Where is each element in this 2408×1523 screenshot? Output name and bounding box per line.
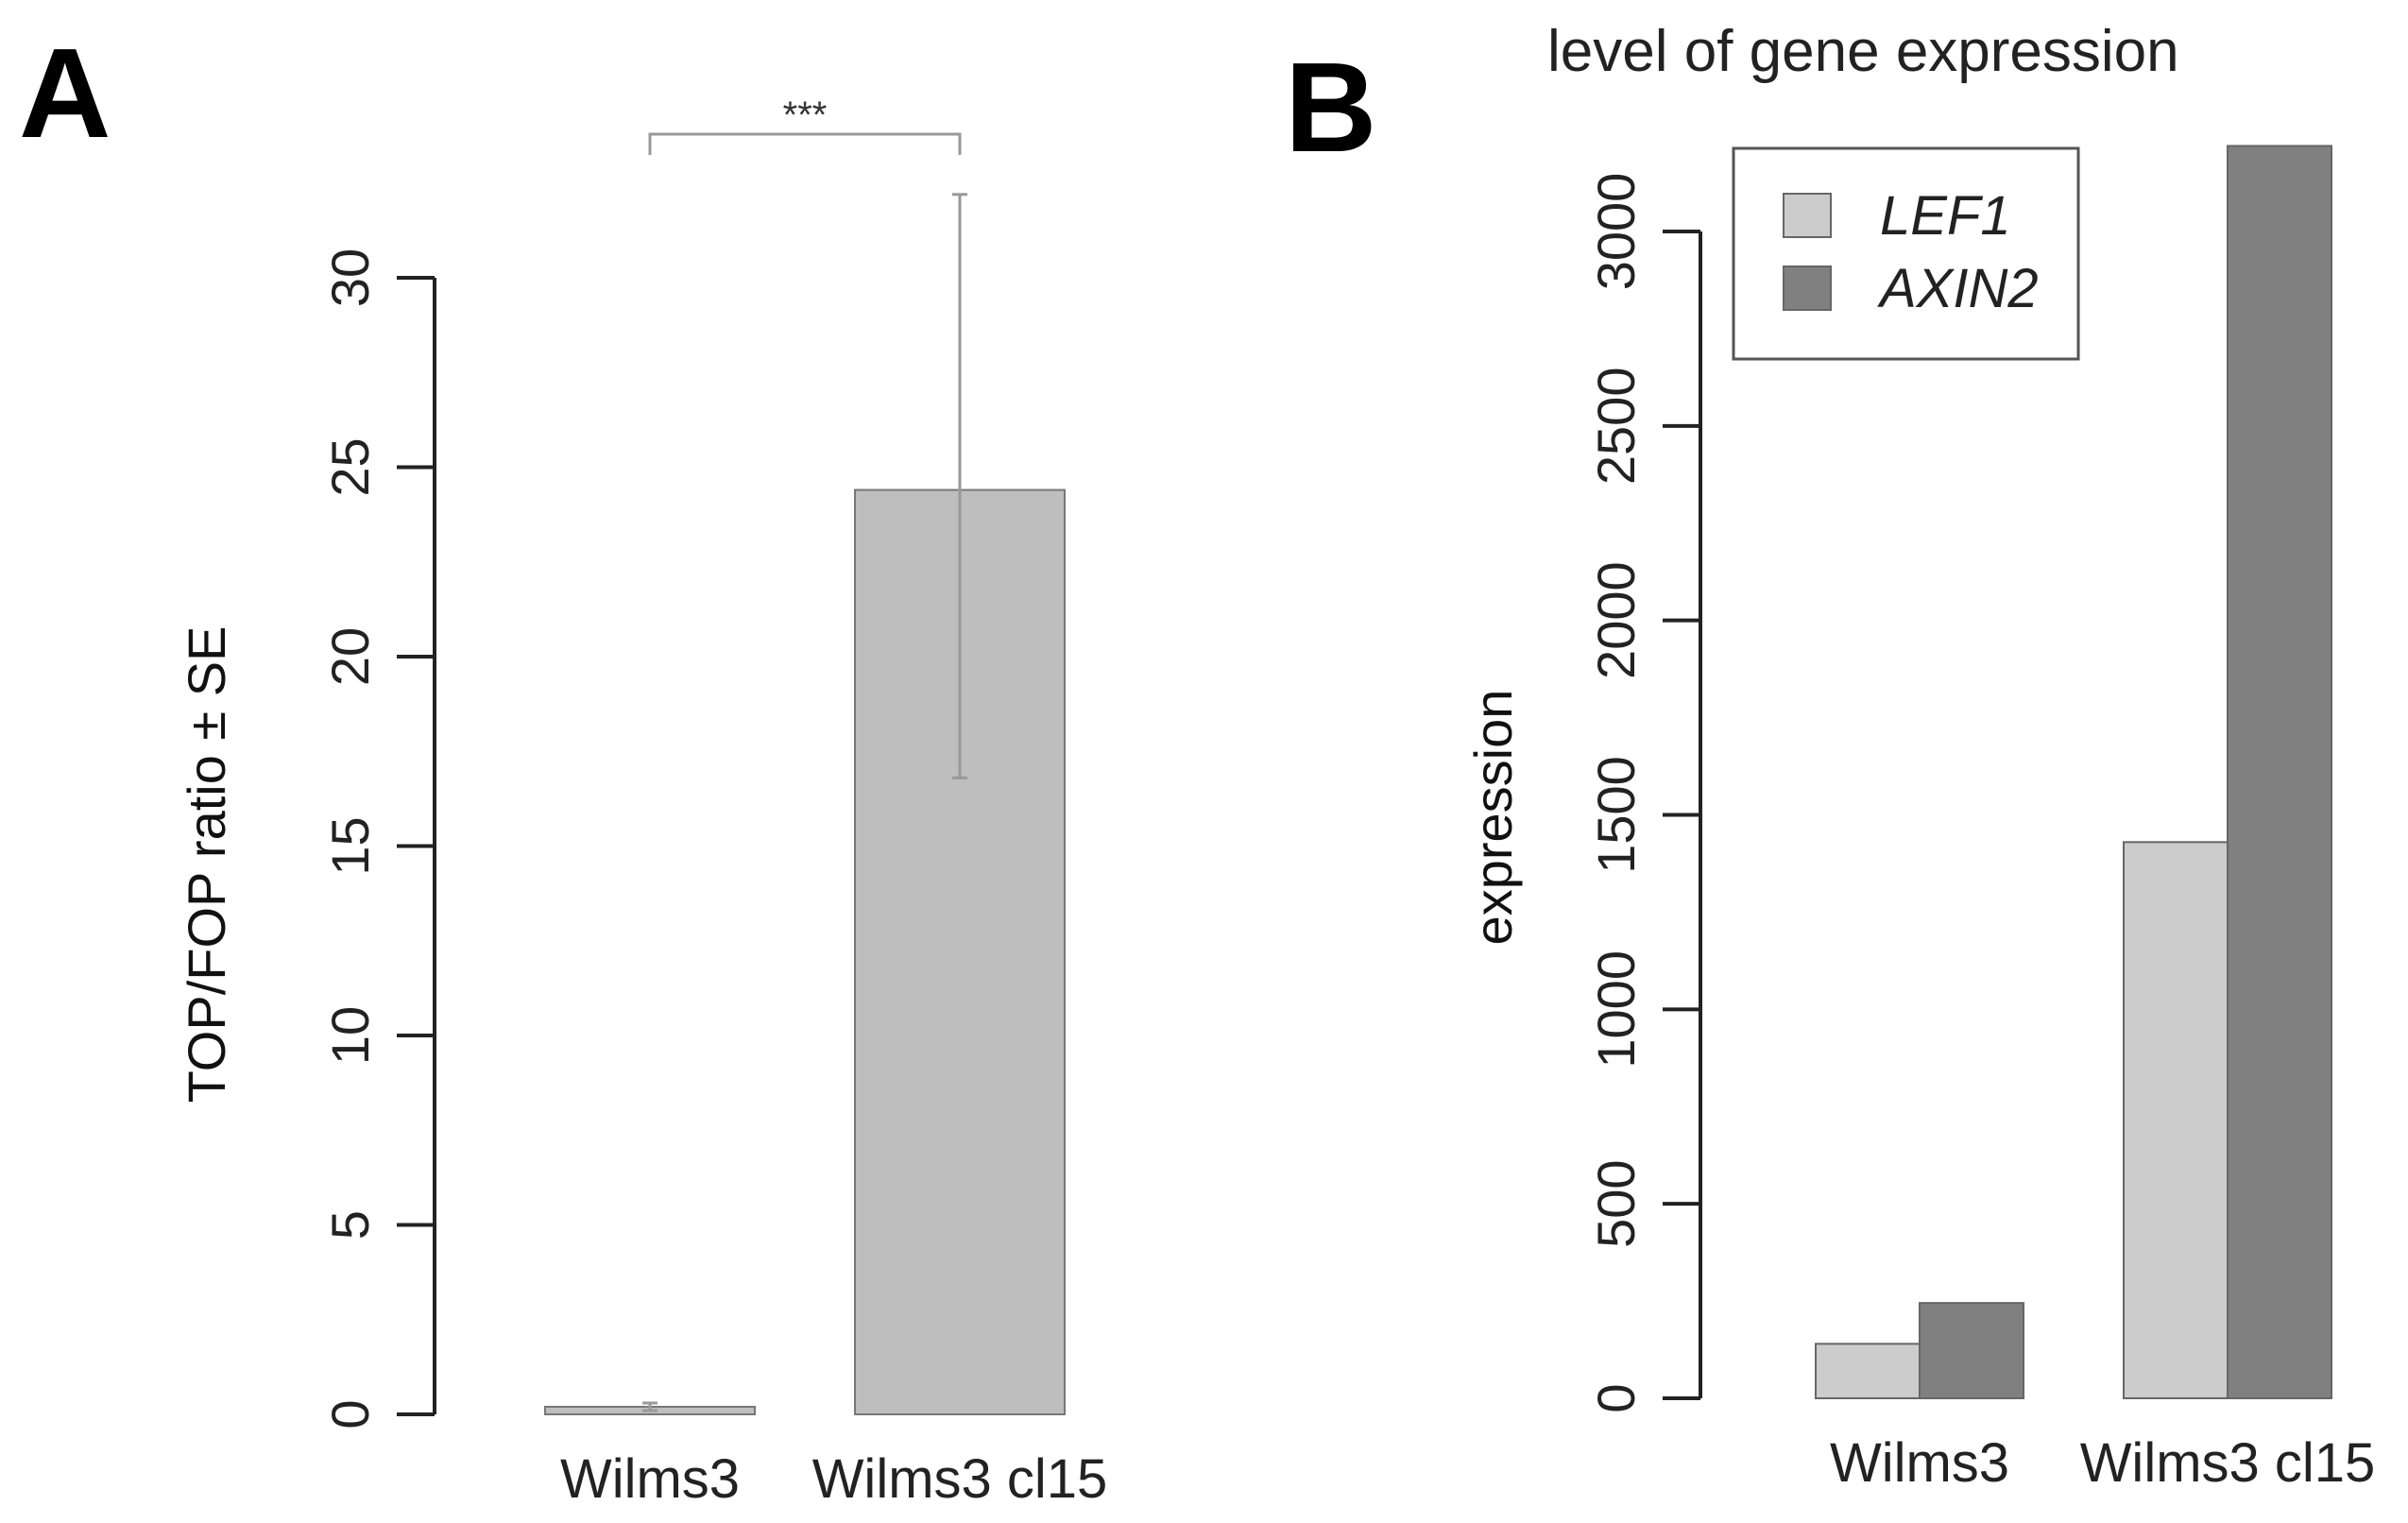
panel-b: B level of gene expression expression 0 5… (1285, 19, 2375, 1494)
y-tick-label: 0 (1586, 1383, 1646, 1412)
panel-a-letter: A (19, 22, 111, 164)
y-tick-label: 1000 (1586, 950, 1646, 1069)
y-tick-label: 2000 (1586, 561, 1646, 679)
y-tick-label: 0 (320, 1399, 380, 1429)
legend-box (1732, 146, 2080, 361)
legend-swatch-axin2 (1783, 265, 1832, 311)
significance-label: *** (783, 94, 828, 136)
y-tick-label: 25 (320, 437, 380, 496)
bar-axin2-wilms3 (1919, 1302, 2024, 1400)
panel-a-bars (544, 488, 1066, 1415)
panel-b-category-labels: Wilms3 Wilms3 cl15 (1830, 1432, 2375, 1494)
significance-bracket (648, 132, 962, 155)
bar-axin2-wilms3-cl15 (2227, 145, 2332, 1399)
panel-a-y-axis-title: TOP/FOP ratio ± SE (177, 626, 236, 1104)
y-tick-label: 1500 (1586, 756, 1646, 874)
y-tick-label: 15 (320, 816, 380, 875)
panel-b-legend: LEF1 AXIN2 (1732, 146, 2080, 361)
y-tick-label: 10 (320, 1006, 380, 1065)
category-label: Wilms3 (1830, 1432, 2009, 1494)
category-label: Wilms3 cl15 (812, 1448, 1108, 1510)
panel-b-title: level of gene expression (1547, 19, 2179, 84)
panel-a-error-bars (642, 193, 967, 1412)
legend-label-lef1: LEF1 (1880, 185, 2011, 247)
legend-label-axin2: AXIN2 (1877, 258, 2039, 319)
panel-b-y-ticks: 0 500 1000 1500 2000 2500 3000 (1586, 173, 1700, 1413)
panel-b-y-axis-title: expression (1463, 690, 1523, 946)
y-tick-label: 20 (320, 627, 380, 686)
y-tick-label: 5 (320, 1210, 380, 1240)
panel-a-y-ticks: 0 5 10 15 20 25 30 (320, 248, 435, 1429)
category-label: Wilms3 cl15 (2080, 1432, 2376, 1494)
y-tick-label: 500 (1586, 1159, 1646, 1247)
bar-lef1-wilms3-cl15 (2123, 841, 2229, 1399)
y-tick-label: 30 (320, 248, 380, 307)
y-tick-label: 3000 (1586, 173, 1646, 291)
category-label: Wilms3 (560, 1448, 740, 1510)
panel-a: A TOP/FOP ratio ± SE 0 5 10 15 20 25 30 Wilms3… (19, 22, 1107, 1510)
legend-swatch-lef1 (1783, 193, 1832, 238)
panel-b-bars (1815, 145, 2332, 1400)
panel-b-letter: B (1285, 36, 1377, 179)
y-tick-label: 2500 (1586, 368, 1646, 486)
bar-lef1-wilms3 (1815, 1343, 1921, 1400)
panel-a-category-labels: Wilms3 Wilms3 cl15 (560, 1448, 1107, 1510)
panel-a-significance: *** (648, 94, 962, 155)
